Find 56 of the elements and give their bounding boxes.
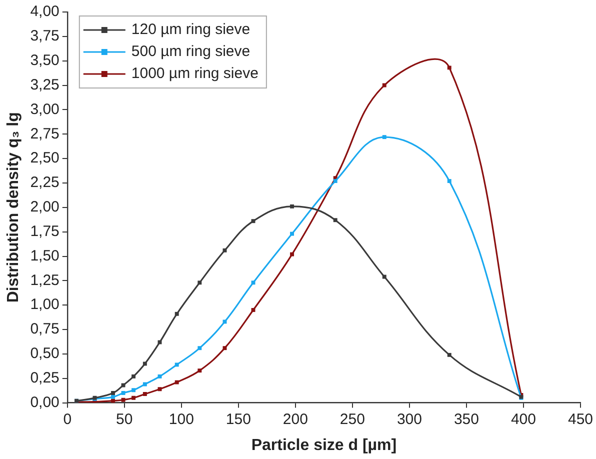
point	[333, 218, 338, 222]
point	[174, 312, 179, 316]
point	[290, 252, 294, 256]
y-tick-label: 0,25	[30, 370, 60, 387]
x-tick-label: 250	[340, 410, 365, 428]
y-tick-label: 3,25	[30, 76, 60, 94]
x-tick-label: 0	[63, 410, 72, 428]
x-tick-label: 50	[116, 410, 133, 428]
point	[111, 391, 115, 396]
y-tick-label: 0,50	[30, 345, 60, 362]
point	[174, 362, 179, 367]
point	[447, 179, 452, 183]
legend-label: 500 µm ring sieve	[131, 43, 250, 60]
y-tick-label: 1,00	[30, 296, 60, 314]
x-tick-label: 150	[226, 410, 251, 428]
y-tick-label: 2,25	[30, 174, 60, 192]
y-tick-label: 0,00	[30, 394, 60, 411]
point	[111, 398, 115, 403]
point	[132, 396, 136, 400]
x-axis-title: Particle size d [µm]	[251, 436, 397, 454]
x-tick-label: 100	[168, 410, 194, 428]
y-tick-label: 1,50	[30, 247, 60, 264]
point	[174, 380, 179, 384]
y-tick-label: 2,75	[30, 125, 60, 142]
y-tick-label: 1,75	[30, 222, 60, 240]
x-tick-label: 450	[568, 410, 593, 428]
point	[198, 346, 202, 350]
point	[290, 232, 294, 236]
y-tick-label: 0,75	[30, 320, 60, 338]
point	[290, 204, 294, 208]
point	[447, 66, 452, 70]
y-tick-label: 2,50	[30, 150, 60, 167]
point	[382, 135, 386, 140]
point	[142, 392, 147, 396]
point	[142, 362, 147, 366]
point	[333, 179, 338, 183]
x-tick-label: 400	[510, 410, 536, 428]
y-tick-label: 1,25	[30, 272, 60, 289]
y-tick-label: 4,00	[30, 3, 60, 20]
x-tick-label: 200	[282, 410, 308, 428]
y-axis-title: Distribution density q₃ lg	[5, 112, 22, 303]
point	[447, 352, 452, 357]
point	[198, 368, 202, 373]
x-tick-label: 350	[454, 410, 479, 428]
point	[132, 374, 136, 378]
y-tick-label: 2,00	[30, 198, 60, 216]
y-tick-label: 3,50	[30, 52, 60, 69]
legend-label: 120 µm ring sieve	[131, 21, 250, 38]
y-tick-label: 3,00	[30, 100, 60, 118]
x-tick-label: 300	[396, 410, 422, 428]
legend-label: 1000 µm ring sieve	[131, 65, 258, 82]
y-tick-label: 3,75	[30, 28, 60, 45]
point	[132, 388, 136, 392]
point	[382, 83, 386, 88]
point	[111, 394, 115, 399]
point	[198, 280, 202, 285]
